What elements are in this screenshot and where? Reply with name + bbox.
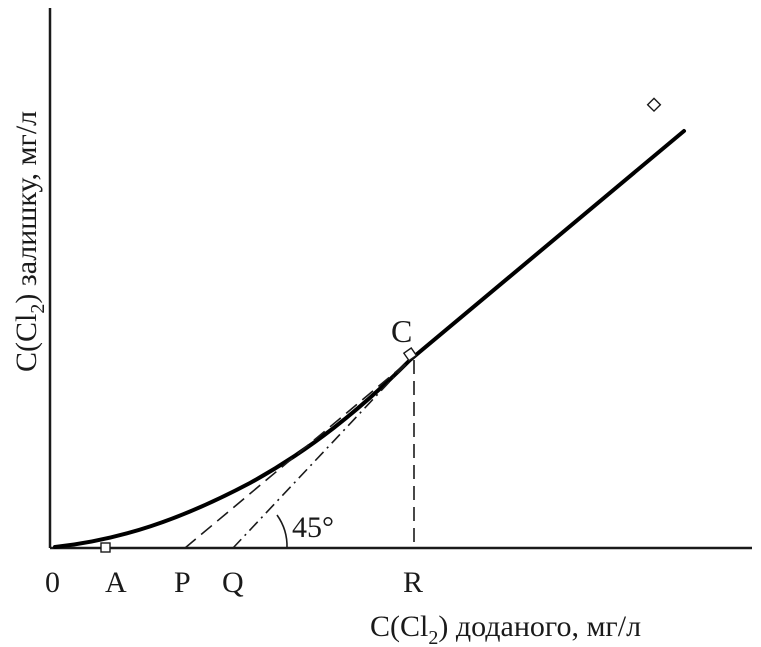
point-a-marker — [100, 542, 111, 553]
line-45-degrees-q — [232, 359, 411, 549]
residual-chlorine-curve — [53, 129, 686, 549]
tick-label-r: R — [403, 566, 423, 599]
tick-label-q: Q — [222, 566, 244, 599]
tangent-line-p — [184, 359, 411, 549]
angle-arc — [276, 514, 288, 549]
point-b-marker — [402, 347, 418, 362]
tick-label-a: A — [105, 566, 127, 599]
tick-label-p: P — [174, 566, 191, 599]
y-axis-title: C(Cl2) залишку, мг/л — [10, 111, 49, 372]
point-b-label: C — [391, 313, 412, 349]
tick-label-origin: 0 — [45, 566, 60, 599]
x-axis-title: C(Cl2) доданого, мг/л — [370, 610, 641, 647]
point-c-marker — [646, 97, 662, 113]
angle-label: 45° — [292, 511, 334, 544]
